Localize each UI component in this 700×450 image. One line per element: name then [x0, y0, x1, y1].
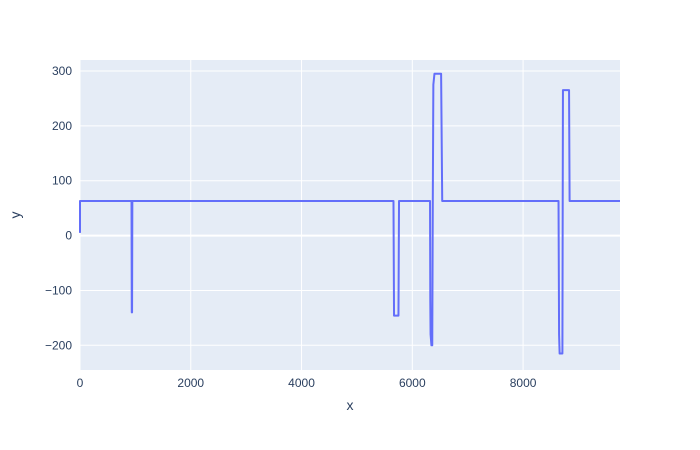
- y-tick-label: −200: [45, 338, 72, 352]
- x-tick-label: 4000: [288, 376, 315, 390]
- x-axis-title: x: [347, 397, 354, 413]
- y-tick-label: 300: [52, 64, 72, 78]
- series-line: [79, 72, 620, 355]
- x-tick-label: 6000: [399, 376, 426, 390]
- y-tick-label: 100: [52, 174, 72, 188]
- y-tick-label: −100: [45, 283, 72, 297]
- y-tick-label: 0: [65, 229, 72, 243]
- y-axis-ticks: −200 −100 0 100 200 300: [45, 64, 72, 352]
- x-tick-label: 8000: [510, 376, 537, 390]
- horizontal-gridlines: [80, 70, 620, 346]
- x-axis-ticks: 0 2000 4000 6000 8000: [77, 376, 537, 390]
- y-tick-label: 200: [52, 119, 72, 133]
- x-tick-label: 0: [77, 376, 84, 390]
- y-axis-title: y: [7, 212, 23, 219]
- x-tick-label: 2000: [177, 376, 204, 390]
- plot-background: [80, 60, 620, 370]
- vertical-gridlines: [79, 60, 524, 370]
